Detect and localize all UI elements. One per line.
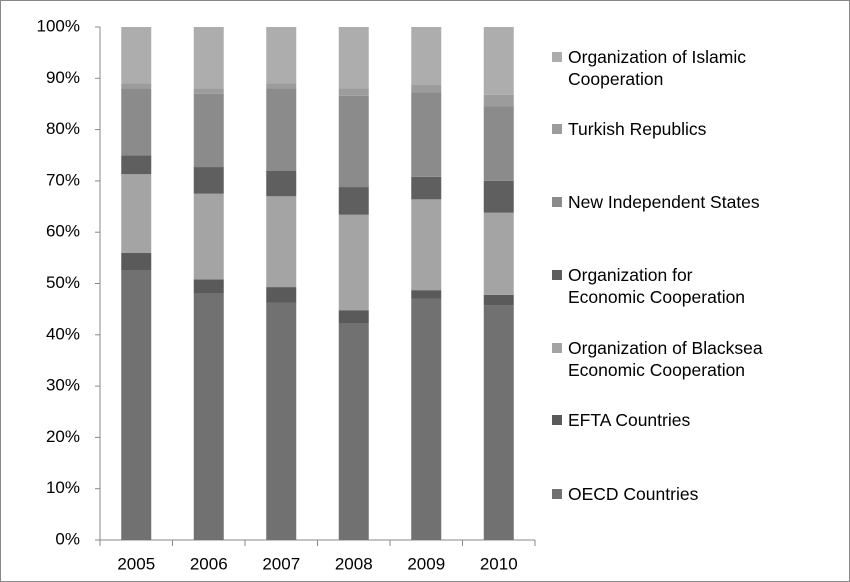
legend-swatch xyxy=(552,489,562,499)
bar-segment xyxy=(483,294,514,306)
bar-segment xyxy=(121,252,152,271)
bar-segment xyxy=(338,27,369,89)
y-tick-label: 50% xyxy=(46,273,80,292)
bar-segment xyxy=(121,27,152,84)
legend-item: Organization of Blacksea Economic Cooper… xyxy=(552,337,838,381)
bar-segment xyxy=(411,298,442,540)
y-tick-label: 80% xyxy=(46,119,80,138)
bar-segment xyxy=(121,174,152,253)
legend-item: Organization for Economic Cooperation xyxy=(552,264,773,308)
y-tick-label: 10% xyxy=(46,478,80,497)
bar-segment xyxy=(193,88,224,94)
bar-segment xyxy=(338,187,369,215)
bar-segment xyxy=(483,305,514,540)
bar-segment xyxy=(483,94,514,107)
legend-label: Organization of Blacksea Economic Cooper… xyxy=(568,338,763,380)
y-tick-label: 40% xyxy=(46,324,80,343)
bar-segment xyxy=(338,88,369,96)
legend-swatch xyxy=(552,270,562,280)
bar-segment xyxy=(266,27,297,84)
legend-item: Turkish Republics xyxy=(552,118,838,140)
bar-segment xyxy=(266,83,297,89)
bar-segment xyxy=(338,323,369,540)
bar-segment xyxy=(411,27,442,85)
bar-segment xyxy=(193,193,224,280)
legend-swatch xyxy=(552,415,562,425)
bar-segment xyxy=(411,92,442,177)
bar-segment xyxy=(411,199,442,291)
legend-label: Turkish Republics xyxy=(568,119,707,139)
y-tick-label: 20% xyxy=(46,427,80,446)
x-tick-label: 2006 xyxy=(190,554,228,573)
legend-item: Organization of Islamic Cooperation xyxy=(552,46,773,90)
bar-segment xyxy=(121,88,152,156)
bar-segment xyxy=(483,27,514,95)
legend-item: OECD Countries xyxy=(552,483,838,505)
x-tick-label: 2009 xyxy=(407,554,445,573)
bar-segment xyxy=(193,93,224,168)
legend-swatch xyxy=(552,124,562,134)
bar-segment xyxy=(338,214,369,311)
y-tick-label: 70% xyxy=(46,170,80,189)
bar-segment xyxy=(411,84,442,93)
legend-swatch xyxy=(552,197,562,207)
bar-segment xyxy=(266,302,297,540)
bar-segment xyxy=(266,88,297,171)
legend-label: Organization of Islamic Cooperation xyxy=(568,47,746,89)
bar-segment xyxy=(411,290,442,299)
bar-segment xyxy=(483,180,514,213)
legend-label: OECD Countries xyxy=(568,484,699,504)
bar-segment xyxy=(193,293,224,540)
bar-segment xyxy=(338,95,369,188)
bar-segment xyxy=(121,155,152,175)
bar-segment xyxy=(266,170,297,197)
y-tick-label: 0% xyxy=(55,529,80,548)
bar-segment xyxy=(121,83,152,89)
y-tick-label: 60% xyxy=(46,222,80,241)
bar-segment xyxy=(338,310,369,324)
bar-segment xyxy=(193,279,224,294)
legend-label: New Independent States xyxy=(568,192,760,212)
x-tick-label: 2008 xyxy=(335,554,373,573)
y-tick-label: 30% xyxy=(46,376,80,395)
y-tick-label: 100% xyxy=(37,16,80,35)
legend-label: EFTA Countries xyxy=(568,410,691,430)
bar-segment xyxy=(266,196,297,288)
legend-item: EFTA Countries xyxy=(552,409,838,431)
bar-segment xyxy=(483,212,514,295)
legend-label: Organization for Economic Cooperation xyxy=(568,265,746,307)
y-tick-label: 90% xyxy=(46,68,80,87)
legend-swatch xyxy=(552,52,562,62)
legend-item: New Independent States xyxy=(552,191,838,213)
legend-swatch xyxy=(552,343,562,353)
bar-segment xyxy=(193,27,224,89)
bar-segment xyxy=(266,287,297,303)
bar-segment xyxy=(193,167,224,194)
x-tick-label: 2010 xyxy=(480,554,518,573)
bar-segment xyxy=(411,176,442,200)
x-tick-label: 2007 xyxy=(262,554,300,573)
bar-segment xyxy=(121,270,152,540)
bar-segment xyxy=(483,106,514,181)
x-tick-label: 2005 xyxy=(117,554,155,573)
